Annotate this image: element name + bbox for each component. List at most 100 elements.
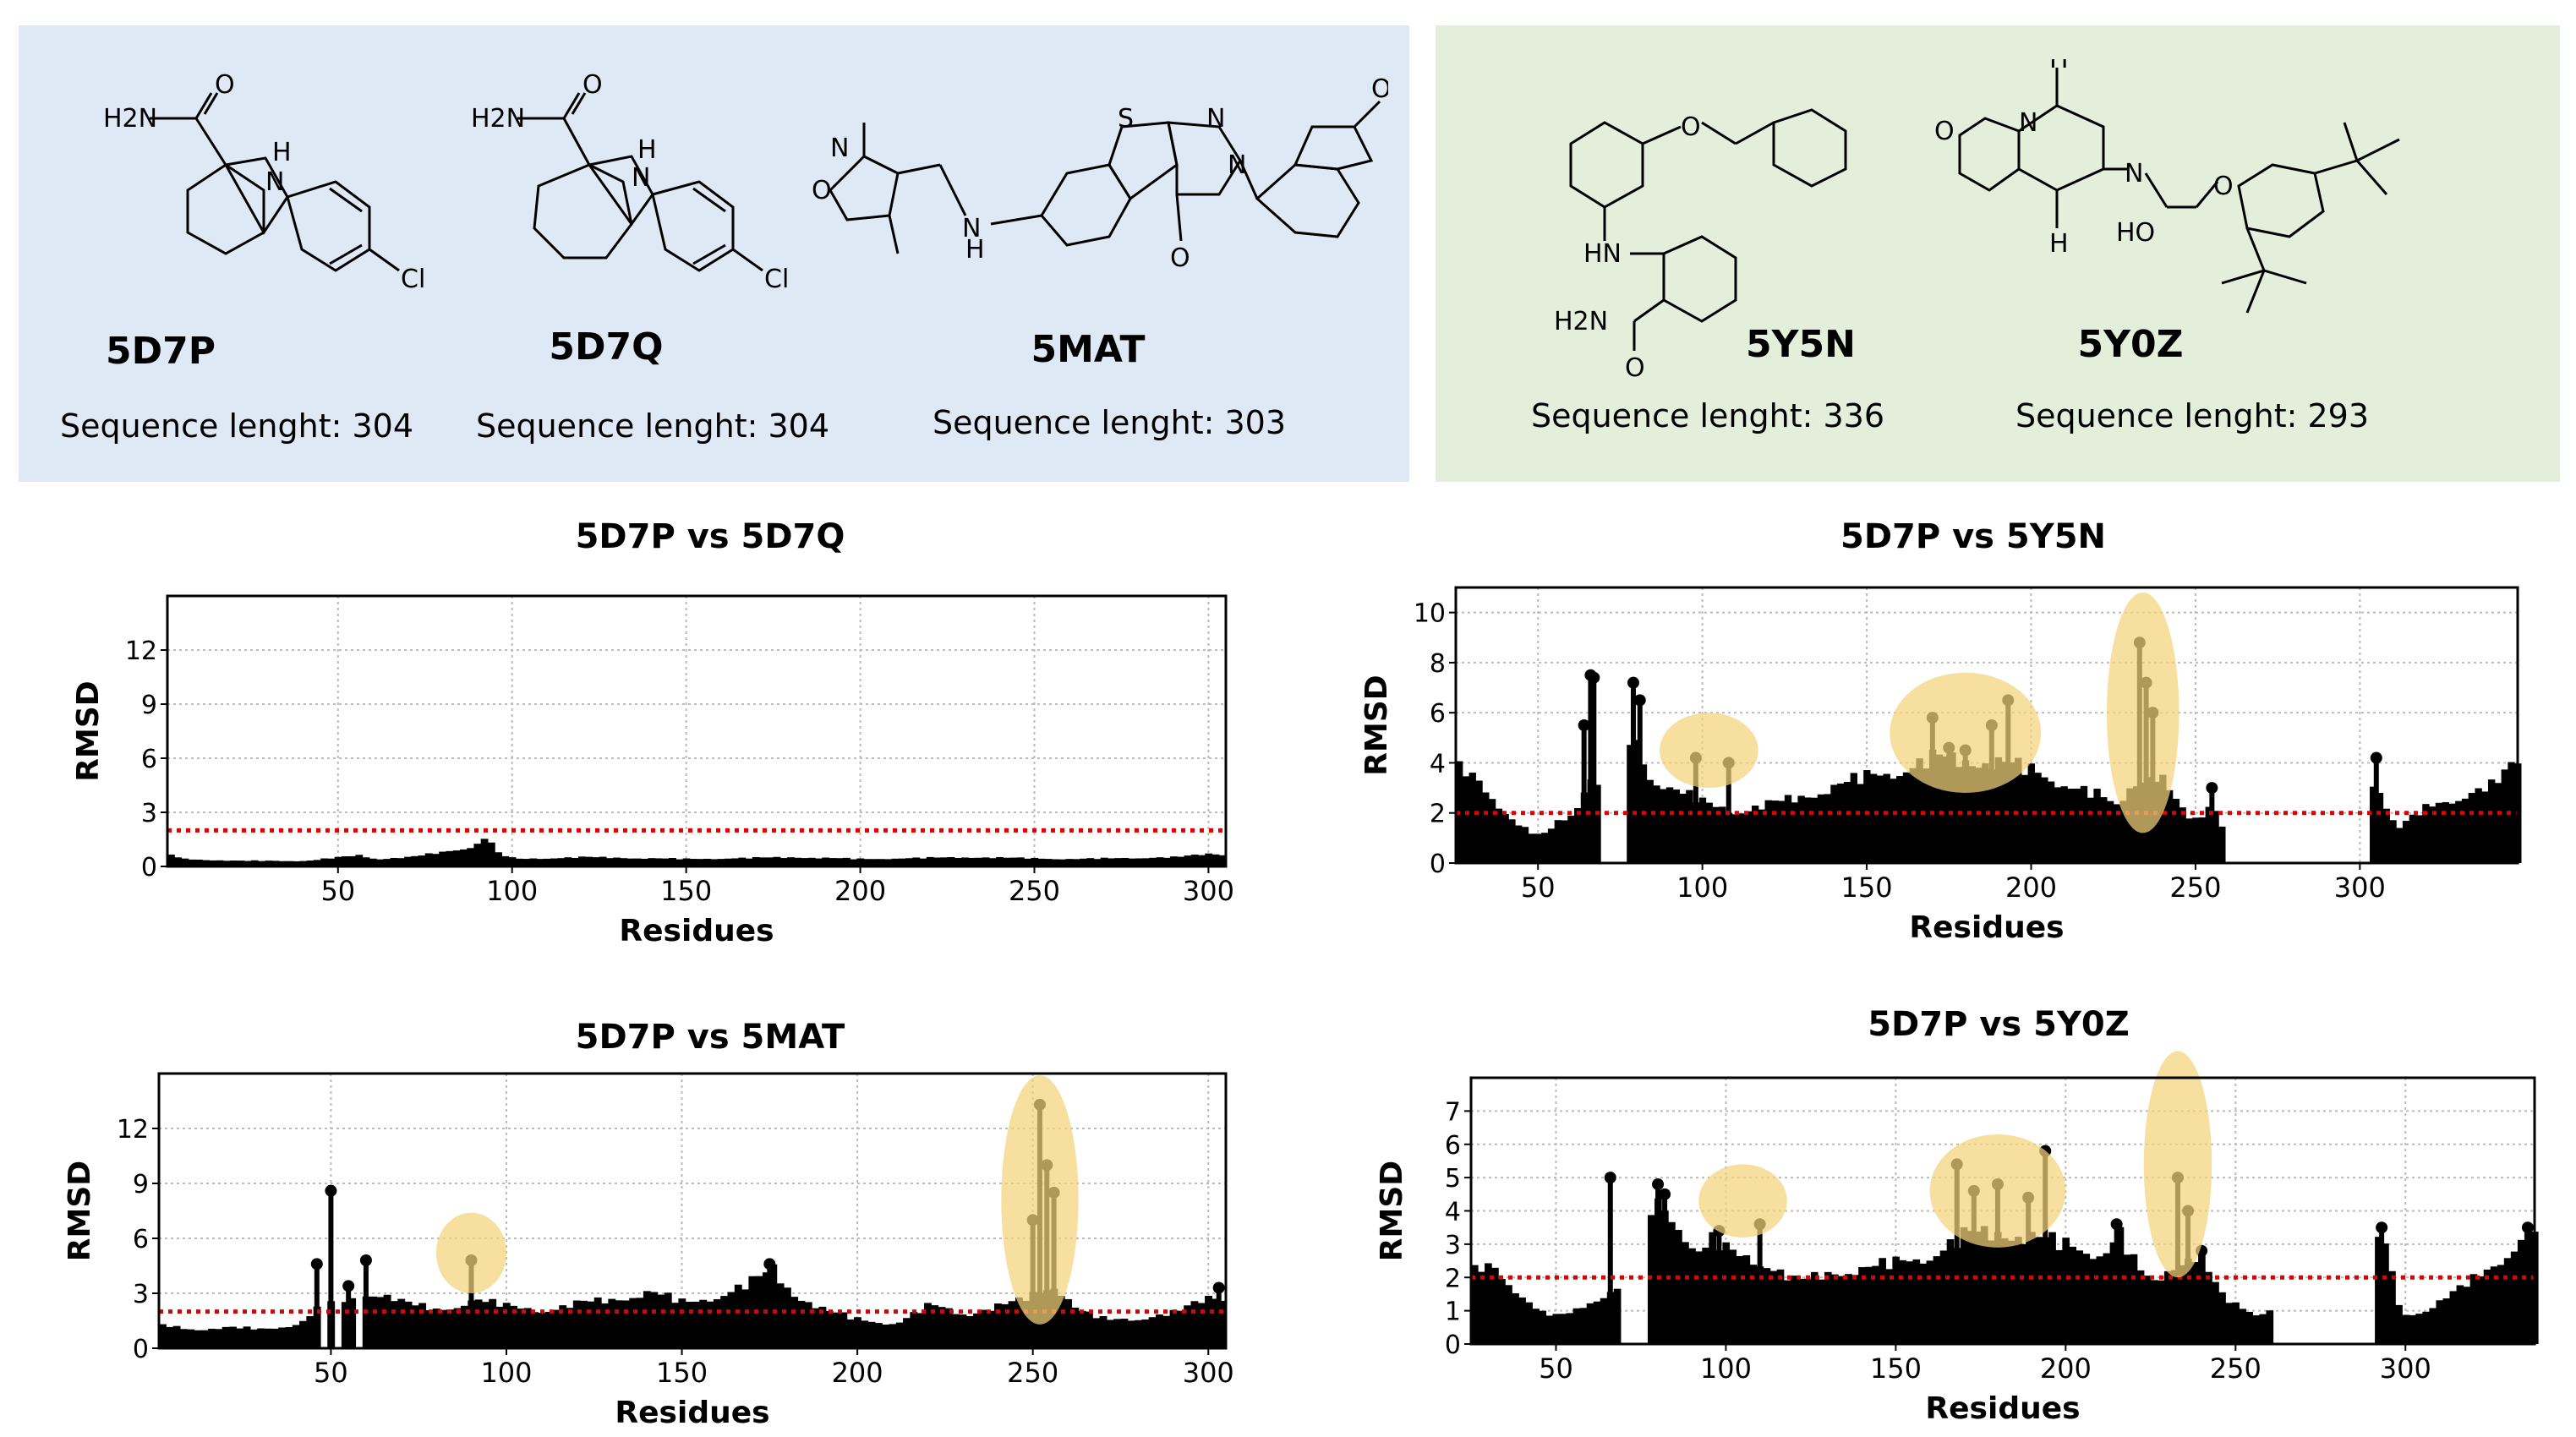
rmsd-bar bbox=[1071, 1307, 1080, 1348]
y-tick-label: 0 bbox=[133, 1335, 149, 1364]
x-tick-label: 200 bbox=[2005, 871, 2057, 904]
y-tick-label: 9 bbox=[133, 1170, 149, 1199]
rmsd-bar bbox=[654, 858, 663, 866]
highlight-region bbox=[1660, 713, 1758, 789]
rmsd-bar bbox=[2508, 762, 2515, 863]
rmsd-bar bbox=[601, 1303, 609, 1348]
rmsd-bar bbox=[2375, 1237, 2382, 1344]
rmsd-bar bbox=[1031, 857, 1039, 866]
rmsd-bar bbox=[187, 1329, 195, 1348]
rmsd-bar bbox=[1879, 1258, 1886, 1344]
rmsd-bar bbox=[1803, 1278, 1812, 1344]
rmsd-bar bbox=[474, 1299, 483, 1348]
rmsd-bar bbox=[2041, 777, 2048, 863]
rmsd-bar bbox=[348, 1298, 357, 1348]
rmsd-bar bbox=[376, 859, 384, 866]
rmsd-bar bbox=[710, 859, 719, 866]
rmsd-bar bbox=[1892, 1256, 1901, 1344]
rmsd-bar bbox=[1982, 763, 1989, 863]
rmsd-bar bbox=[1525, 1302, 1533, 1344]
atom-n: N bbox=[1228, 150, 1246, 180]
rmsd-bar bbox=[1009, 857, 1018, 866]
atom-cl: Cl bbox=[764, 265, 789, 294]
rmsd-bar bbox=[404, 856, 412, 866]
rmsd-bar bbox=[980, 1309, 988, 1348]
plot-area bbox=[167, 596, 1226, 866]
rmsd-bar bbox=[1521, 827, 1529, 863]
highlight-region bbox=[435, 1212, 506, 1294]
molecule-code: 5Y5N bbox=[1746, 323, 1856, 366]
rmsd-bar bbox=[1935, 754, 1944, 863]
rmsd-bar bbox=[752, 856, 760, 866]
rmsd-bar bbox=[2054, 787, 2062, 863]
y-tick-label: 0 bbox=[141, 853, 157, 882]
rmsd-bar bbox=[2395, 1304, 2403, 1344]
rmsd-bar bbox=[1837, 783, 1845, 863]
y-tick-label: 7 bbox=[1445, 1097, 1461, 1127]
rmsd-bar bbox=[418, 855, 426, 866]
rmsd-bar bbox=[1491, 1267, 1499, 1344]
rmsd-bar bbox=[633, 858, 642, 866]
rmsd-bar bbox=[2093, 789, 2101, 863]
rmsd-bar bbox=[615, 1300, 623, 1348]
rmsd-spike-marker bbox=[1627, 676, 1639, 689]
rmsd-bar bbox=[2136, 1270, 2145, 1344]
rmsd-bar bbox=[2449, 1291, 2458, 1344]
rmsd-bar bbox=[1797, 795, 1805, 863]
rmsd-bar bbox=[1987, 1240, 1995, 1344]
rmsd-bar bbox=[194, 1330, 202, 1348]
rmsd-bar bbox=[1170, 856, 1178, 866]
rmsd-bar bbox=[2192, 817, 2200, 863]
rmsd-bar bbox=[1966, 1231, 1975, 1344]
rmsd-bar bbox=[2191, 1262, 2199, 1344]
rmsd-bar bbox=[2126, 788, 2134, 863]
rmsd-bar bbox=[878, 859, 885, 866]
rmsd-bar bbox=[1845, 1274, 1852, 1344]
rmsd-bar bbox=[1885, 1269, 1893, 1344]
rmsd-bar bbox=[787, 857, 795, 866]
rmsd-bar bbox=[208, 1328, 216, 1348]
rmsd-bar bbox=[2510, 1251, 2519, 1344]
rmsd-bar bbox=[1851, 1275, 1859, 1344]
rmsd-bar bbox=[1883, 773, 1890, 863]
rmsd-bar bbox=[919, 858, 927, 866]
rmsd-bar bbox=[299, 861, 308, 866]
rmsd-bar bbox=[2069, 1246, 2077, 1344]
rmsd-bar bbox=[1865, 1266, 1873, 1344]
y-tick-label: 6 bbox=[133, 1225, 149, 1254]
rmsd-bar bbox=[959, 1314, 967, 1348]
rmsd-bar bbox=[1065, 859, 1074, 866]
rmsd-bar bbox=[916, 1313, 925, 1348]
rmsd-bar bbox=[1709, 1232, 1716, 1344]
rmsd-bar bbox=[250, 860, 259, 866]
rmsd-bar bbox=[1939, 1250, 1948, 1344]
rmsd-bar bbox=[425, 1310, 434, 1348]
rmsd-bar bbox=[1797, 1278, 1805, 1344]
rmsd-bar bbox=[1205, 1295, 1212, 1348]
rmsd-bar bbox=[2218, 826, 2226, 863]
y-tick-label: 3 bbox=[133, 1280, 149, 1309]
rmsd-bar bbox=[2106, 800, 2114, 863]
rmsd-bar bbox=[2481, 791, 2489, 863]
rmsd-bar bbox=[790, 1297, 799, 1348]
rmsd-bar bbox=[840, 1312, 848, 1348]
rmsd-bar bbox=[2422, 804, 2430, 863]
rmsd-bar bbox=[2096, 1256, 2104, 1344]
rmsd-bar bbox=[531, 1312, 539, 1348]
rmsd-bar bbox=[2212, 1281, 2219, 1344]
rmsd-bar bbox=[1567, 815, 1575, 863]
rmsd-bar bbox=[1705, 802, 1713, 863]
rmsd-bar bbox=[1763, 1268, 1771, 1344]
y-tick-label: 3 bbox=[1445, 1231, 1461, 1260]
x-tick-label: 300 bbox=[1183, 1357, 1234, 1389]
x-tick-label: 50 bbox=[1539, 1352, 1573, 1385]
rmsd-bar bbox=[2402, 821, 2410, 863]
rmsd-bar bbox=[863, 859, 872, 866]
atom-nh: H bbox=[272, 138, 292, 167]
rmsd-bar bbox=[278, 1327, 287, 1348]
rmsd-bar bbox=[853, 1317, 861, 1348]
rmsd-bar bbox=[432, 854, 440, 866]
rmsd-bar bbox=[891, 858, 900, 866]
rmsd-bar bbox=[2047, 781, 2055, 863]
rmsd-bar bbox=[439, 851, 447, 866]
